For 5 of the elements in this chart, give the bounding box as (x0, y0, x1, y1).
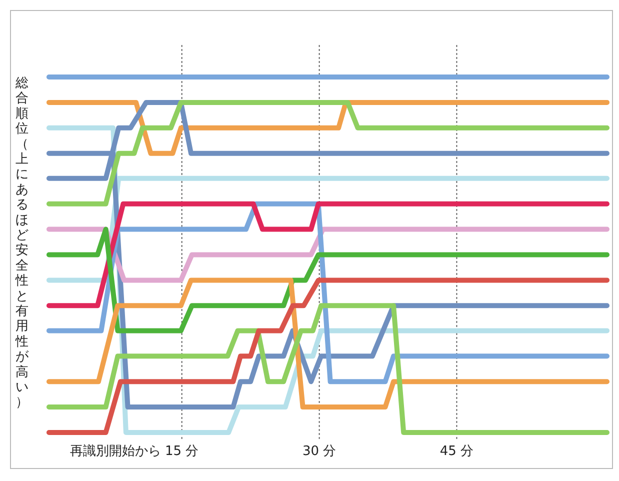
xlabel: 再識別開始から (70, 444, 161, 459)
xtick: 45 分 (440, 444, 474, 459)
xtick: 30 分 (302, 444, 336, 459)
xtick: 15 分 (165, 444, 199, 459)
ylabel: 総合順位（上にあるほど安全性と有用性が高い） (16, 76, 28, 410)
